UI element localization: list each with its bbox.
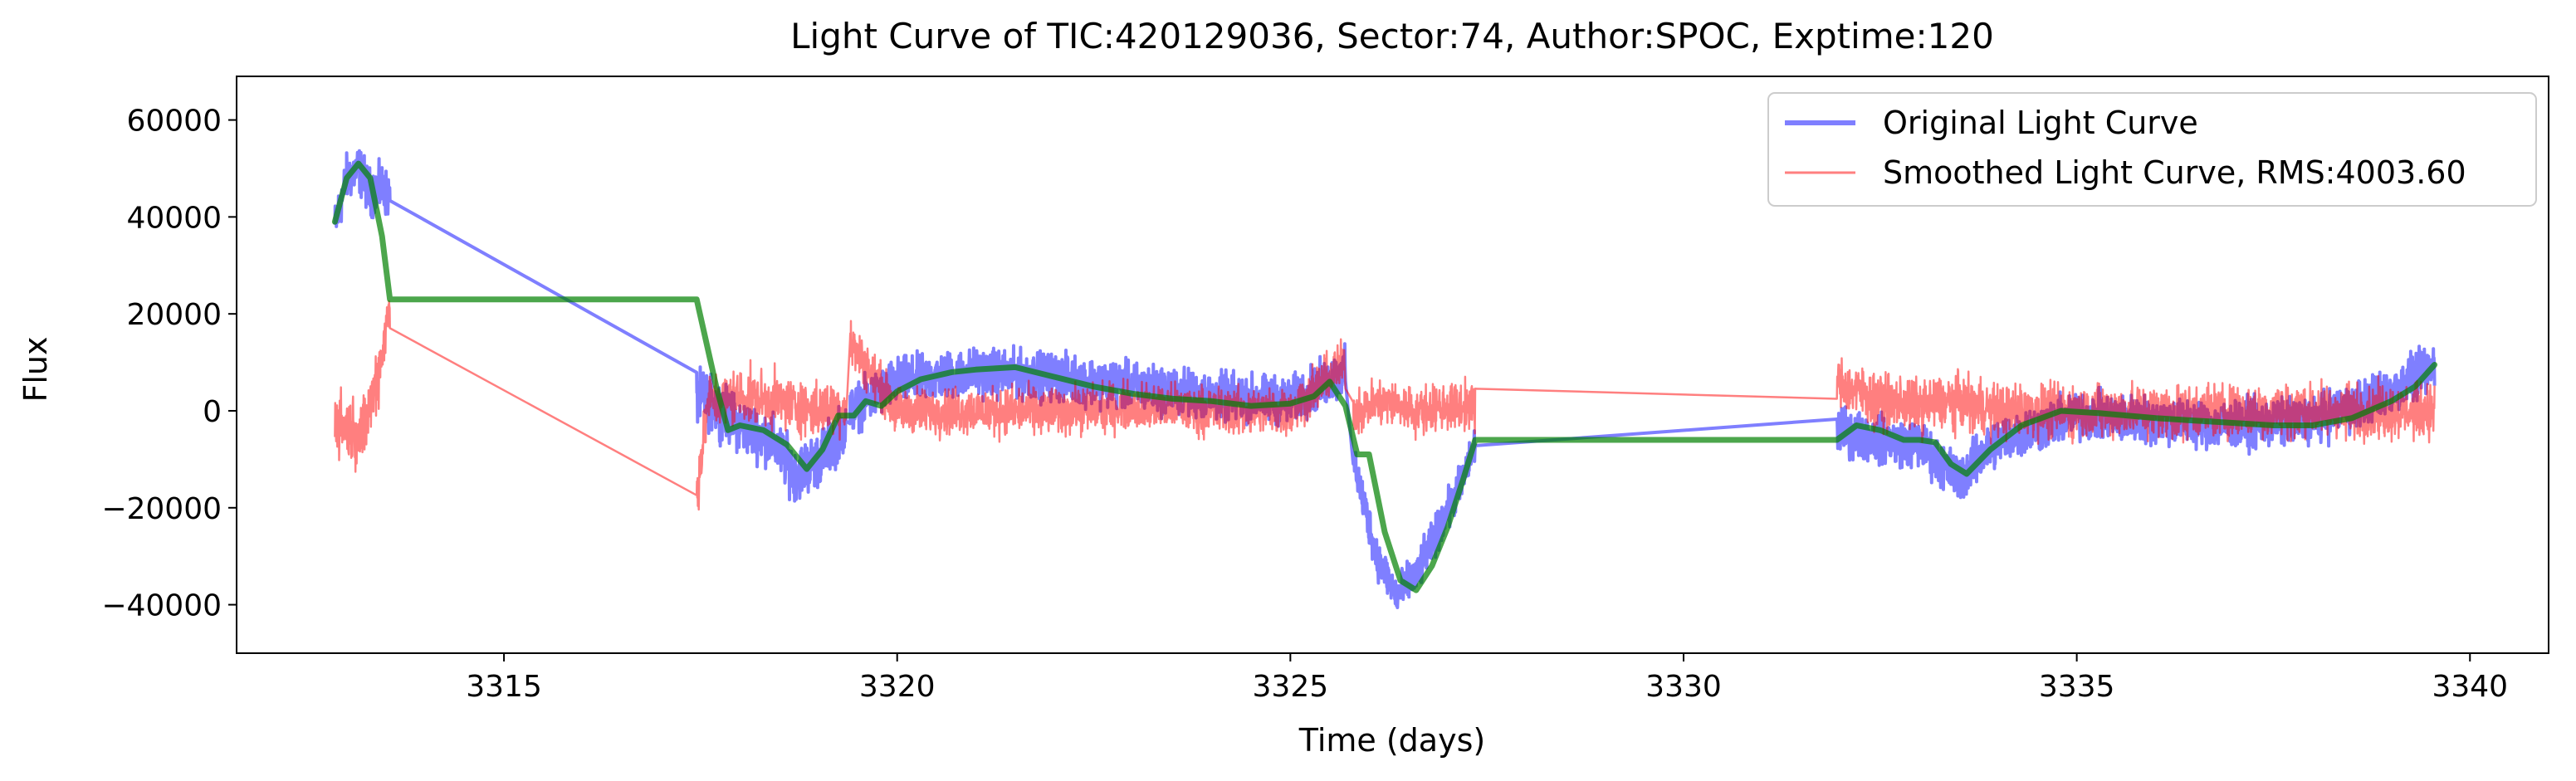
x-axis: 3315 3320 3325 3330 3335 3340 (466, 653, 2508, 704)
x-tick-label: 3340 (2432, 670, 2508, 704)
x-tick-label: 3335 (2039, 670, 2115, 704)
x-tick-label: 3325 (1253, 670, 1329, 704)
y-axis: −40000 −20000 0 20000 40000 60000 (101, 105, 237, 623)
legend-label-smoothed: Smoothed Light Curve, RMS:4003.60 (1883, 154, 2466, 191)
series-smooth-trend (331, 160, 2438, 593)
y-tick-label: −20000 (101, 492, 222, 526)
legend-label-original: Original Light Curve (1883, 105, 2198, 141)
plot-frame (236, 76, 2549, 654)
series-line-1 (334, 300, 2436, 511)
y-tick-label: 60000 (126, 105, 222, 139)
y-axis-label: Flux (17, 337, 54, 403)
series-layer (331, 149, 2438, 609)
y-tick-label: 0 (203, 395, 222, 429)
y-tick-label: 40000 (126, 201, 222, 235)
y-tick-label: −40000 (101, 589, 222, 623)
y-tick-label: 20000 (126, 298, 222, 332)
x-tick-label: 3315 (466, 670, 542, 704)
legend: Original Light Curve Smoothed Light Curv… (1767, 92, 2537, 207)
legend-box (1767, 92, 2537, 207)
x-axis-label: Time (days) (1298, 722, 1485, 759)
x-tick-label: 3330 (1645, 670, 1722, 704)
x-tick-label: 3320 (859, 670, 936, 704)
chart-title: Light Curve of TIC:420129036, Sector:74,… (790, 16, 1994, 56)
